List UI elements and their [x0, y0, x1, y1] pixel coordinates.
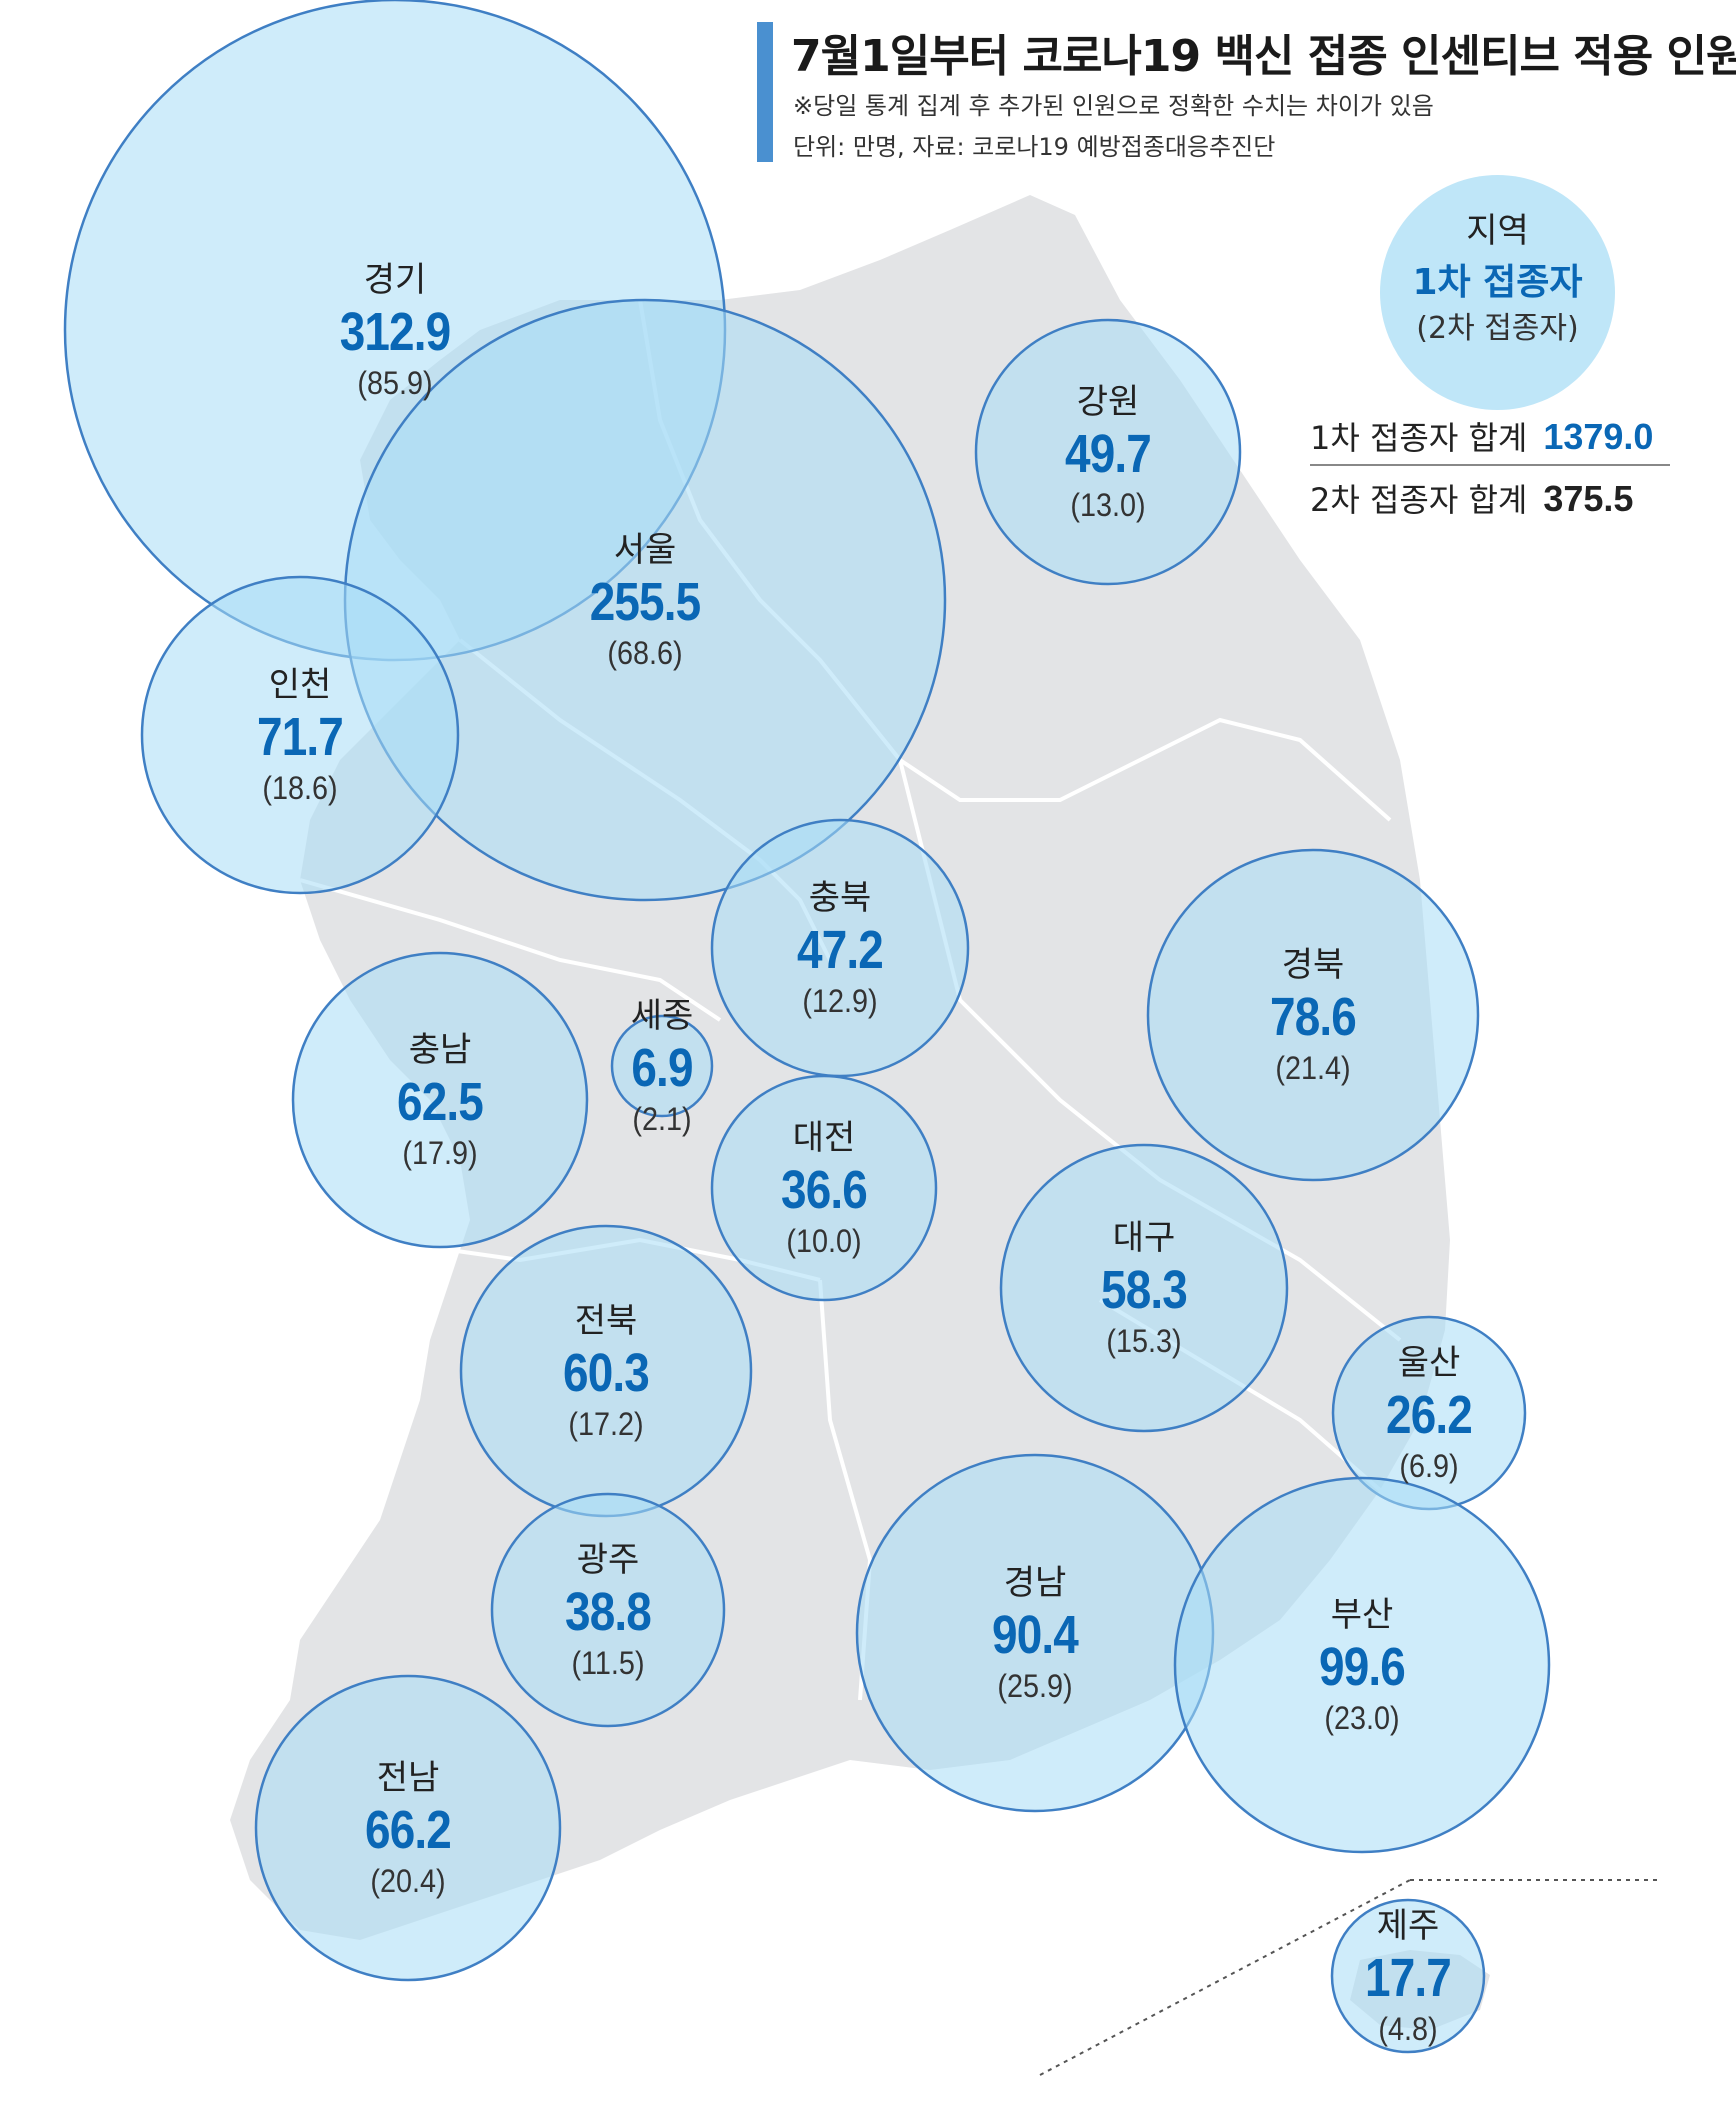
region-label-울산: 울산 26.2 (6.9): [1378, 1335, 1479, 1486]
legend-second: (2차 접종자): [1416, 311, 1579, 346]
totals-divider: [1310, 464, 1670, 466]
total-second-label: 2차 접종자 합계: [1310, 481, 1528, 519]
legend-region: 지역: [1466, 211, 1529, 251]
first-dose-value: 49.7: [1065, 424, 1152, 484]
note-text: ※당일 통계 집계 후 추가된 인원으로 정확한 수치는 차이가 있음: [793, 92, 1434, 120]
chart-title: 7월1일부터 코로나19 백신 접종 인센티브 적용 인원: [791, 31, 1736, 82]
first-dose-value: 6.9: [631, 1038, 693, 1098]
second-dose-value: (17.9): [402, 1135, 478, 1171]
bubble-대전: [710, 1074, 938, 1302]
jeju-separator-line: [1039, 1879, 1411, 2076]
first-dose-value: 60.3: [563, 1343, 650, 1403]
first-dose-value: 36.6: [781, 1160, 868, 1220]
region-name: 광주: [576, 1540, 640, 1580]
region-label-대구: 대구 58.3 (15.3): [1093, 1210, 1194, 1361]
region-name: 전북: [574, 1301, 638, 1341]
second-dose-value: (2.1): [632, 1101, 692, 1137]
second-dose-value: (10.0): [786, 1223, 862, 1259]
region-label-충북: 충북 47.2 (12.9): [789, 870, 890, 1021]
total-second-value: 375.5: [1543, 478, 1634, 519]
region-label-부산: 부산 99.6 (23.0): [1311, 1587, 1412, 1738]
first-dose-value: 58.3: [1101, 1260, 1188, 1320]
bubble-대구: [999, 1143, 1289, 1433]
first-dose-value: 26.2: [1386, 1385, 1473, 1445]
bubble-제주: [1330, 1898, 1486, 2054]
second-dose-value: (13.0): [1070, 487, 1146, 523]
second-dose-value: (20.4): [370, 1863, 446, 1899]
region-label-경남: 경남 90.4 (25.9): [984, 1555, 1085, 1706]
bubble-세종: [610, 1014, 714, 1118]
second-dose-value: (6.9): [1399, 1448, 1459, 1484]
region-label-충남: 충남 62.5 (17.9): [389, 1022, 490, 1173]
region-label-전남: 전남 66.2 (20.4): [357, 1750, 458, 1901]
title-accent-bar: [757, 22, 773, 162]
total-first-row: 1차 접종자 합계 1379.0: [1310, 413, 1653, 459]
first-dose-value: 78.6: [1270, 987, 1357, 1047]
bubble-광주: [490, 1492, 726, 1728]
second-dose-value: (12.9): [802, 983, 878, 1019]
source-text: 단위: 만명, 자료: 코로나19 예방접종대응추진단: [793, 133, 1276, 161]
region-name: 경남: [1003, 1563, 1067, 1603]
bubble-충남: [291, 951, 589, 1249]
bubble-전남: [254, 1674, 562, 1982]
region-name: 경북: [1281, 945, 1345, 985]
region-name: 울산: [1397, 1343, 1461, 1383]
province-border-3: [299, 878, 722, 1022]
first-dose-value: 17.7: [1365, 1948, 1452, 2008]
legend-first: 1차 접종자: [1412, 262, 1583, 303]
first-dose-value: 66.2: [365, 1800, 452, 1860]
second-dose-value: (18.6): [262, 770, 338, 806]
total-first-value: 1379.0: [1543, 416, 1654, 457]
second-dose-value: (11.5): [571, 1645, 645, 1681]
region-name: 제주: [1376, 1906, 1440, 1946]
total-first-label: 1차 접종자 합계: [1310, 419, 1528, 457]
bubble-인천: [140, 575, 460, 895]
first-dose-value: 38.8: [565, 1582, 652, 1642]
region-label-강원: 강원 49.7 (13.0): [1057, 374, 1158, 525]
second-dose-value: (68.6): [607, 635, 683, 671]
first-dose-value: 255.5: [589, 572, 701, 632]
region-name: 부산: [1330, 1595, 1394, 1635]
region-label-경북: 경북 78.6 (21.4): [1262, 937, 1363, 1088]
second-dose-value: (17.2): [568, 1406, 644, 1442]
region-name: 강원: [1076, 382, 1140, 422]
region-bubbles: [63, 0, 1551, 2054]
region-label-전북: 전북 60.3 (17.2): [555, 1293, 656, 1444]
region-label-대전: 대전 36.6 (10.0): [773, 1110, 874, 1261]
region-label-서울: 서울 255.5 (68.6): [580, 522, 710, 673]
total-second-row: 2차 접종자 합계 375.5: [1310, 475, 1633, 521]
region-name: 충북: [808, 878, 872, 918]
second-dose-value: (25.9): [997, 1668, 1073, 1704]
second-dose-value: (23.0): [1324, 1700, 1400, 1736]
first-dose-value: 71.7: [257, 707, 344, 767]
second-dose-value: (85.9): [357, 365, 433, 401]
second-dose-value: (15.3): [1106, 1323, 1182, 1359]
region-name: 경기: [363, 260, 427, 300]
region-name: 대전: [792, 1118, 856, 1158]
region-name: 충남: [408, 1030, 472, 1070]
region-label-인천: 인천 71.7 (18.6): [249, 657, 350, 808]
first-dose-value: 99.6: [1319, 1637, 1406, 1697]
region-label-제주: 제주 17.7 (4.8): [1357, 1898, 1458, 2049]
region-name: 전남: [376, 1758, 440, 1798]
region-name: 세종: [630, 996, 694, 1036]
region-name: 대구: [1112, 1218, 1176, 1258]
region-name: 서울: [613, 530, 677, 570]
second-dose-value: (4.8): [1378, 2011, 1438, 2047]
second-dose-value: (21.4): [1275, 1050, 1351, 1086]
bubble-부산: [1173, 1476, 1551, 1854]
bubble-강원: [974, 318, 1242, 586]
bubble-경북: [1146, 848, 1480, 1182]
first-dose-value: 47.2: [797, 920, 884, 980]
first-dose-value: 312.9: [339, 302, 451, 362]
region-name: 인천: [268, 665, 332, 705]
region-label-광주: 광주 38.8 (11.5): [557, 1532, 658, 1683]
first-dose-value: 62.5: [397, 1072, 484, 1132]
first-dose-value: 90.4: [992, 1605, 1079, 1665]
legend-bubble: 지역 1차 접종자 (2차 접종자): [1380, 175, 1615, 410]
region-label-경기: 경기 312.9 (85.9): [330, 252, 460, 403]
region-label-세종: 세종 6.9 (2.1): [626, 988, 698, 1139]
